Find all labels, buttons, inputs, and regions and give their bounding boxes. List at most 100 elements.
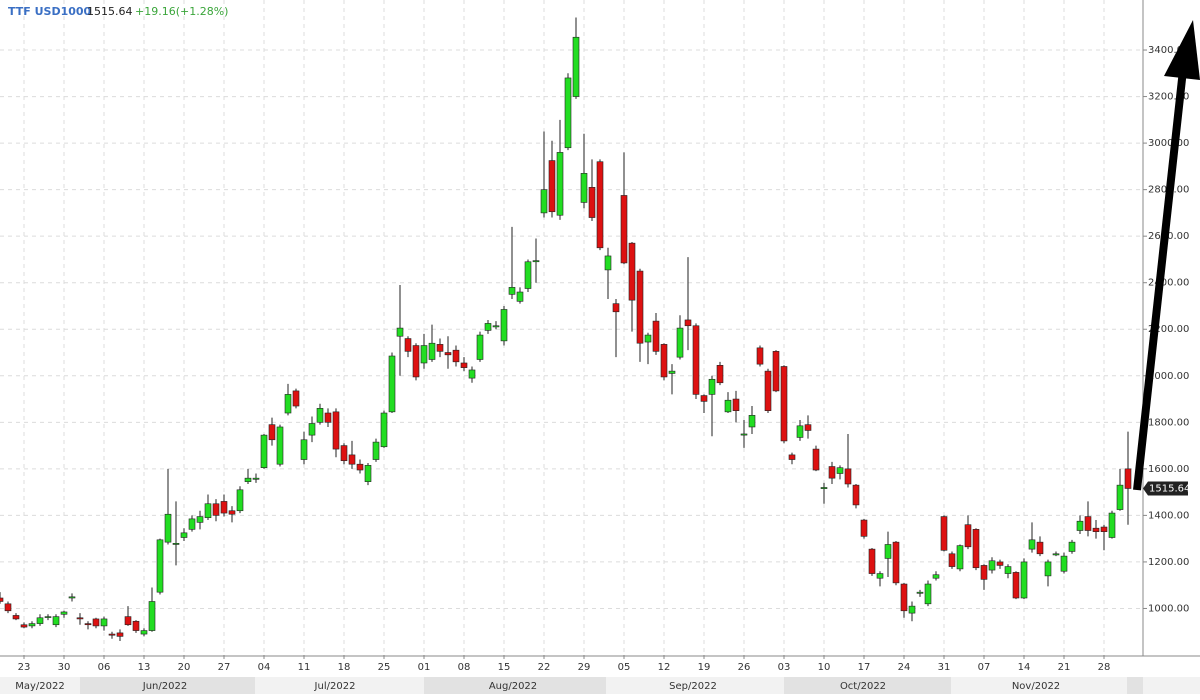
y-tick-label: 1600.00: [1148, 464, 1189, 475]
candle-body: [300, 439, 308, 460]
candle-body: [36, 617, 44, 624]
arrow-shaft: [1133, 69, 1187, 491]
candle-body: [508, 287, 516, 295]
candle-body: [636, 270, 644, 344]
x-tick-label: 19: [698, 662, 711, 673]
candle-body: [804, 424, 812, 431]
candle-body: [316, 408, 324, 423]
candle-body: [52, 616, 60, 626]
x-tick-label: 12: [658, 662, 671, 673]
y-tick-label: 1400.00: [1148, 510, 1189, 521]
candle-body: [588, 187, 596, 218]
candle-body: [156, 539, 164, 593]
y-tick-label: 3400.00: [1148, 45, 1189, 56]
candle-body: [500, 309, 508, 342]
candle-body: [196, 516, 204, 523]
candle-body: [1028, 539, 1036, 550]
candle-body: [76, 617, 84, 620]
candle-body: [540, 189, 548, 214]
candle-body: [236, 489, 244, 512]
candle-body: [252, 477, 260, 480]
y-tick-label: 2200.00: [1148, 324, 1189, 335]
candle-body: [12, 615, 20, 620]
candle-body: [844, 468, 852, 485]
candle-body: [740, 433, 748, 436]
candle-body: [1068, 541, 1076, 552]
candle-body: [292, 390, 300, 407]
candle-body: [876, 573, 884, 579]
x-tick-label: 31: [938, 662, 951, 673]
candle-body: [596, 161, 604, 249]
candle-body: [1116, 484, 1124, 510]
candle-body: [884, 544, 892, 559]
candle-body: [820, 487, 828, 489]
candle-body: [652, 320, 660, 352]
last-price-label: 1515.64: [1149, 483, 1190, 494]
candle-body: [276, 426, 284, 465]
candle-body: [1044, 561, 1052, 577]
candle-body: [172, 543, 180, 545]
candle-body: [108, 633, 116, 636]
candles: [0, 17, 1132, 642]
month-label: Sep/2022: [669, 681, 717, 692]
x-tick-label: 18: [338, 662, 351, 673]
candle-body: [940, 516, 948, 551]
candle-body: [1092, 527, 1100, 532]
candle-body: [1060, 555, 1068, 572]
candle-body: [148, 601, 156, 631]
candle-body: [980, 565, 988, 580]
candle-body: [396, 327, 404, 337]
x-tick-label: 27: [218, 662, 231, 673]
candle-body: [212, 503, 220, 516]
candle-body: [428, 342, 436, 360]
candle-body: [468, 369, 476, 379]
x-tick-label: 29: [578, 662, 591, 673]
candle-body: [412, 345, 420, 378]
candle-body: [788, 454, 796, 460]
month-band: [1127, 677, 1143, 694]
candle-body: [204, 503, 212, 519]
candle-body: [564, 77, 572, 149]
y-tick-label: 3000.00: [1148, 138, 1189, 149]
candle-body: [972, 529, 980, 569]
candle-body: [524, 261, 532, 289]
candle-body: [900, 583, 908, 612]
y-tick-label: 3200.00: [1148, 92, 1189, 103]
candle-body: [460, 362, 468, 368]
candle-body: [732, 398, 740, 411]
candle-body: [716, 365, 724, 384]
candle-body: [1020, 561, 1028, 599]
x-tick-label: 10: [818, 662, 831, 673]
x-tick-label: 28: [1098, 662, 1111, 673]
candle-body: [124, 616, 132, 626]
x-tick-label: 06: [98, 662, 111, 673]
candle-body: [676, 327, 684, 358]
candle-body: [932, 574, 940, 579]
candle-body: [1004, 566, 1012, 574]
candle-body: [548, 160, 556, 213]
candle-body: [1052, 553, 1060, 556]
candle-body: [268, 424, 276, 441]
x-tick-label: 22: [538, 662, 551, 673]
candle-body: [444, 352, 452, 356]
candle-body: [772, 351, 780, 392]
candle-body: [284, 394, 292, 414]
candle-body: [420, 345, 428, 364]
x-tick-label: 04: [258, 662, 271, 673]
candle-body: [916, 591, 924, 594]
x-tick-label: 17: [858, 662, 871, 673]
candle-body: [964, 524, 972, 548]
x-tick-label: 01: [418, 662, 431, 673]
symbol: TTF USD1000: [8, 5, 92, 18]
candle-body: [924, 583, 932, 605]
candle-body: [700, 395, 708, 402]
price: 1515.64: [87, 5, 133, 18]
candle-body: [812, 448, 820, 471]
candle-body: [908, 605, 916, 614]
candle-body: [660, 344, 668, 378]
month-label: Jul/2022: [314, 681, 356, 692]
candle-body: [572, 36, 580, 97]
candle-body: [380, 412, 388, 448]
x-tick-label: 11: [298, 662, 311, 673]
